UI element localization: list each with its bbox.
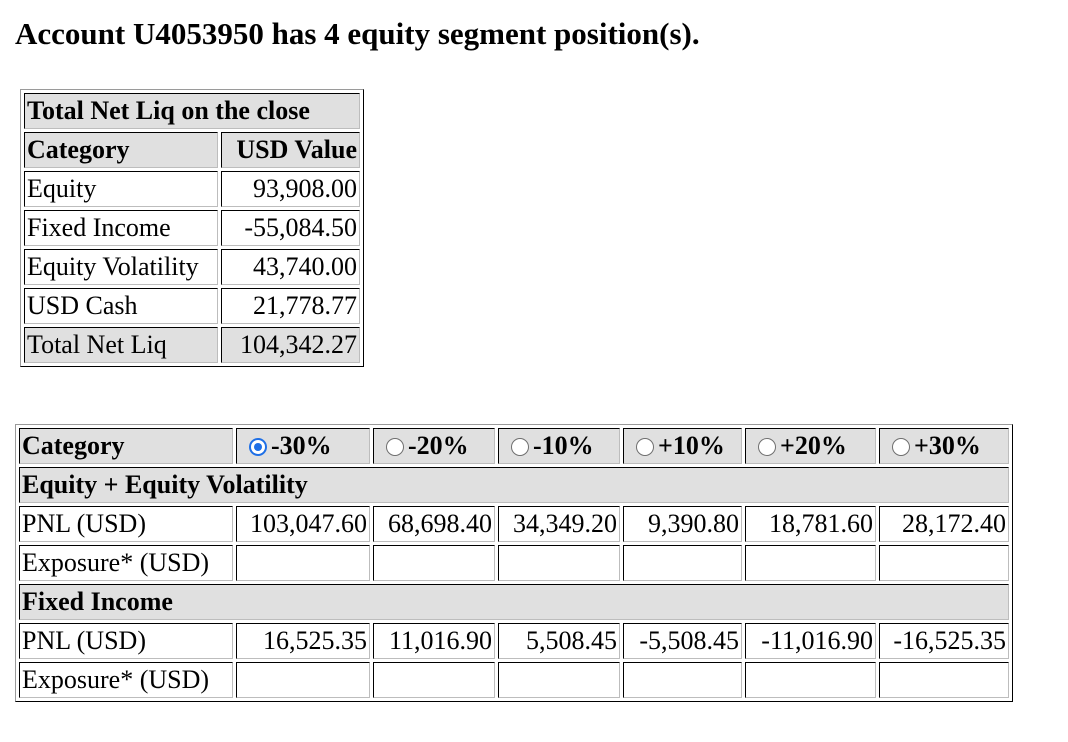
exposure-value [623, 662, 742, 698]
net-liq-category: Equity [24, 171, 218, 207]
exposure-value [745, 662, 876, 698]
scenario-option-label: -10% [533, 431, 594, 460]
exposure-value [236, 662, 370, 698]
pnl-value: -5,508.45 [623, 623, 742, 659]
pnl-value: 68,698.40 [373, 506, 495, 542]
scenario-option-label: -20% [408, 431, 469, 460]
pnl-label: PNL (USD) [19, 506, 233, 542]
radio-unselected-icon[interactable] [636, 438, 654, 456]
net-liq-category: USD Cash [24, 288, 218, 324]
exposure-value [373, 662, 495, 698]
pnl-value: 5,508.45 [498, 623, 620, 659]
section-title-fixed-income: Fixed Income [19, 584, 1009, 620]
net-liq-total-label: Total Net Liq [24, 327, 218, 363]
page-title: Account U4053950 has 4 equity segment po… [15, 16, 700, 51]
exposure-value [498, 662, 620, 698]
pnl-value: 28,172.40 [879, 506, 1009, 542]
table-row: Equity Volatility 43,740.00 [24, 249, 360, 285]
exposure-value [745, 545, 876, 581]
pnl-value: 103,047.60 [236, 506, 370, 542]
scenario-option-minus-10[interactable]: -10% [498, 428, 620, 464]
pnl-label: PNL (USD) [19, 623, 233, 659]
table-row: Exposure* (USD) [19, 545, 1009, 581]
scenario-option-label: +20% [780, 431, 847, 460]
scenario-header-row: Category -30% -20% -10% +10% +20% +30% [19, 428, 1009, 464]
table-row: PNL (USD) 103,047.60 68,698.40 34,349.20… [19, 506, 1009, 542]
net-liq-category: Fixed Income [24, 210, 218, 246]
table-row: Equity 93,908.00 [24, 171, 360, 207]
net-liq-value: -55,084.50 [221, 210, 360, 246]
scenario-option-minus-30[interactable]: -30% [236, 428, 370, 464]
pnl-value: 9,390.80 [623, 506, 742, 542]
scenario-option-label: -30% [271, 431, 332, 460]
scenario-option-plus-20[interactable]: +20% [745, 428, 876, 464]
scenario-table: Category -30% -20% -10% +10% +20% +30% E… [15, 424, 1013, 702]
radio-unselected-icon[interactable] [511, 438, 529, 456]
net-liq-col-value: USD Value [221, 132, 360, 168]
radio-unselected-icon[interactable] [758, 438, 776, 456]
pnl-value: -16,525.35 [879, 623, 1009, 659]
table-row: USD Cash 21,778.77 [24, 288, 360, 324]
net-liq-header-row: Category USD Value [24, 132, 360, 168]
radio-unselected-icon[interactable] [892, 438, 910, 456]
net-liq-table: Total Net Liq on the close Category USD … [20, 89, 364, 367]
pnl-value: 34,349.20 [498, 506, 620, 542]
scenario-option-minus-20[interactable]: -20% [373, 428, 495, 464]
scenario-option-plus-30[interactable]: +30% [879, 428, 1009, 464]
exposure-value [879, 662, 1009, 698]
pnl-value: 11,016.90 [373, 623, 495, 659]
scenario-option-label: +30% [914, 431, 981, 460]
exposure-value [623, 545, 742, 581]
section-header-row: Fixed Income [19, 584, 1009, 620]
scenario-option-plus-10[interactable]: +10% [623, 428, 742, 464]
net-liq-total-row: Total Net Liq 104,342.27 [24, 327, 360, 363]
pnl-value: 16,525.35 [236, 623, 370, 659]
table-row: PNL (USD) 16,525.35 11,016.90 5,508.45 -… [19, 623, 1009, 659]
exposure-value [879, 545, 1009, 581]
pnl-value: -11,016.90 [745, 623, 876, 659]
table-row: Exposure* (USD) [19, 662, 1009, 698]
exposure-value [373, 545, 495, 581]
pnl-value: 18,781.60 [745, 506, 876, 542]
section-header-row: Equity + Equity Volatility [19, 467, 1009, 503]
net-liq-caption: Total Net Liq on the close [24, 93, 360, 129]
net-liq-value: 21,778.77 [221, 288, 360, 324]
net-liq-caption-row: Total Net Liq on the close [24, 93, 360, 129]
net-liq-total-value: 104,342.27 [221, 327, 360, 363]
scenario-option-label: +10% [658, 431, 725, 460]
exposure-value [236, 545, 370, 581]
net-liq-value: 93,908.00 [221, 171, 360, 207]
radio-unselected-icon[interactable] [386, 438, 404, 456]
exposure-label: Exposure* (USD) [19, 545, 233, 581]
net-liq-col-category: Category [24, 132, 218, 168]
scenario-col-category: Category [19, 428, 233, 464]
net-liq-value: 43,740.00 [221, 249, 360, 285]
table-row: Fixed Income -55,084.50 [24, 210, 360, 246]
net-liq-category: Equity Volatility [24, 249, 218, 285]
exposure-label: Exposure* (USD) [19, 662, 233, 698]
section-title-equity: Equity + Equity Volatility [19, 467, 1009, 503]
exposure-value [498, 545, 620, 581]
radio-selected-icon[interactable] [249, 438, 267, 456]
